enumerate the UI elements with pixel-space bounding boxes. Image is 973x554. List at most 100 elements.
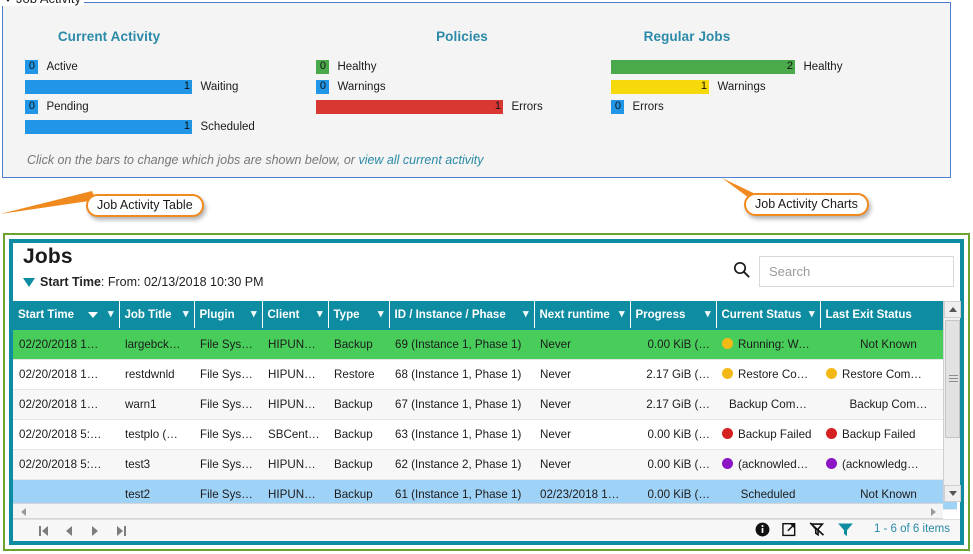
scroll-right-button[interactable] (927, 506, 939, 518)
bar-scheduled-value: 1 (183, 120, 190, 132)
table-header-row: Start Time ▾ Job Title ▾ Plugin ▾ Client ▾ T… (13, 301, 957, 330)
table-row[interactable]: 02/20/2018 5:… testplo (… File Sys… SBCent…… (13, 419, 957, 450)
triangle-down-icon (948, 491, 957, 496)
col-last-exit-status[interactable]: Last Exit Status▾ (820, 301, 957, 330)
col-progress[interactable]: Progress ▾ (630, 301, 717, 330)
scroll-left-button[interactable] (17, 506, 29, 518)
cell-start_time: 02/20/2018 5:… (13, 419, 119, 450)
cell-next_runtime: Never (534, 389, 630, 420)
col-id-instance-phase[interactable]: ID / Instance / Phase ▾ (389, 301, 535, 330)
col-next-runtime[interactable]: Next runtime ▾ (534, 301, 631, 330)
filter-funnel-icon[interactable] (837, 522, 854, 537)
sort-desc-icon (88, 311, 98, 318)
bar-regular-errors[interactable]: 0 (611, 100, 624, 114)
jobs-panel: Jobs Start Time: From: 02/13/2018 10:30 … (3, 233, 970, 551)
horizontal-scrollbar[interactable] (13, 503, 943, 519)
collapse-caret-icon[interactable] (3, 0, 13, 2)
bar-active-value: 0 (28, 60, 35, 72)
scrollbar-thumb[interactable] (945, 320, 960, 438)
scroll-up-button[interactable] (944, 301, 961, 318)
search-input[interactable] (759, 256, 954, 287)
bar-policies-errors[interactable]: 1 (316, 100, 503, 114)
chart-title-current-activity: Current Activity (57, 29, 161, 44)
bar-pending[interactable]: 0 (25, 100, 38, 114)
col-current-status[interactable]: Current Status ▾ (716, 301, 821, 330)
cell-current-status-label: Backup Com… (729, 397, 807, 411)
col-current-status-label: Current Status (721, 308, 802, 321)
callout-job-activity-table: Job Activity Table (86, 194, 204, 217)
bar-regular-warnings[interactable]: 1 (611, 80, 709, 94)
cell-last-exit-status-label: Backup Failed (842, 427, 916, 441)
chevron-down-icon[interactable]: ▾ (250, 308, 257, 320)
cell-start_time: 02/20/2018 1… (13, 359, 119, 390)
chevron-down-icon[interactable]: ▾ (182, 308, 189, 320)
table-row[interactable]: 02/20/2018 1… restdwnld File Sys… HIPUN… Res… (13, 359, 957, 390)
previous-page-button[interactable] (61, 523, 77, 539)
bar-policies-healthy[interactable]: 0 (316, 60, 329, 74)
scroll-down-button[interactable] (944, 485, 961, 502)
bar-row-policies-warnings: 0 Warnings (316, 80, 608, 94)
job-activity-panel: Job Activity Current Activity 0 Active 1… (1, 0, 951, 178)
status-dot-icon (722, 367, 733, 379)
clear-sort-icon[interactable] (809, 522, 825, 537)
bar-pending-value: 0 (28, 100, 35, 112)
view-all-current-activity-link[interactable]: view all current activity (358, 153, 484, 167)
col-job-title[interactable]: Job Title ▾ (119, 301, 195, 330)
chevron-down-icon[interactable]: ▾ (704, 308, 711, 320)
previous-page-icon (66, 526, 72, 536)
next-page-button[interactable] (87, 523, 103, 539)
callout-table-label: Job Activity Table (97, 198, 193, 212)
bar-waiting[interactable]: 1 (25, 80, 192, 94)
active-filter[interactable]: Start Time: From: 02/13/2018 10:30 PM (23, 275, 264, 289)
search-icon[interactable] (733, 261, 750, 283)
cell-job_title: test3 (119, 449, 194, 480)
bar-scheduled[interactable]: 1 (25, 120, 192, 134)
cell-progress: 2.17 GiB (… (630, 389, 716, 420)
col-type[interactable]: Type ▾ (328, 301, 390, 330)
bar-policies-healthy-label: Healthy (337, 61, 377, 73)
chevron-down-icon[interactable]: ▾ (808, 308, 815, 320)
job-activity-caption[interactable]: Job Activity (1, 0, 85, 6)
col-job-title-label: Job Title (124, 308, 172, 321)
bar-row-waiting: 1 Waiting (25, 80, 315, 94)
vertical-scrollbar[interactable] (943, 301, 961, 502)
chevron-down-icon[interactable]: ▾ (522, 308, 529, 320)
cell-type: Backup (328, 389, 389, 420)
cell-id_phase: 68 (Instance 1, Phase 1) (389, 359, 534, 390)
pager-bar: 1 - 6 of 6 items (13, 519, 960, 541)
first-page-icon (41, 526, 48, 536)
table-row[interactable]: 02/20/2018 5:… test3 File Sys… HIPUN… Backup… (13, 449, 957, 480)
bar-policies-warnings[interactable]: 0 (316, 80, 329, 94)
chart-title-policies: Policies (436, 29, 488, 44)
table-row[interactable]: 02/20/2018 1… warn1 File Sys… HIPUN… Backup 6… (13, 389, 957, 420)
col-plugin-label: Plugin (199, 308, 235, 321)
triangle-left-icon (20, 508, 26, 516)
bar-scheduled-label: Scheduled (200, 121, 255, 133)
chevron-down-icon[interactable]: ▾ (107, 308, 114, 320)
bar-policies-errors-value: 1 (494, 100, 501, 112)
col-start-time[interactable]: Start Time ▾ (13, 301, 120, 330)
col-plugin[interactable]: Plugin ▾ (194, 301, 263, 330)
first-page-button[interactable] (35, 523, 51, 539)
chart-current-activity: Current Activity 0 Active 1 Waiting 0 (25, 29, 315, 140)
cell-type: Backup (328, 329, 389, 360)
last-page-button[interactable] (113, 523, 129, 539)
footer-icon-group (755, 522, 854, 537)
col-last-exit-status-label: Last Exit Status (825, 308, 912, 321)
chevron-down-icon[interactable]: ▾ (377, 308, 384, 320)
jobs-table: Start Time ▾ Job Title ▾ Plugin ▾ Client ▾ T… (13, 301, 957, 510)
cell-current-status-label: (acknowledg… (738, 457, 815, 471)
chevron-down-icon[interactable]: ▾ (618, 308, 625, 320)
col-id-instance-phase-label: ID / Instance / Phase (394, 308, 506, 321)
cell-job_title: restdwnld (119, 359, 194, 390)
bar-regular-healthy[interactable]: 2 (611, 60, 795, 74)
chevron-down-icon[interactable]: ▾ (316, 308, 323, 320)
bar-active[interactable]: 0 (25, 60, 38, 74)
cell-client: SBCent… (262, 419, 328, 450)
bar-glyph (38, 526, 41, 536)
open-external-icon[interactable] (782, 522, 797, 537)
info-icon[interactable] (755, 522, 770, 537)
col-client[interactable]: Client ▾ (262, 301, 329, 330)
table-row[interactable]: 02/20/2018 1… largebck… File Sys… HIPUN… Bac… (13, 329, 957, 360)
chart-policies: Policies 0 Healthy 0 Warnings 1 (316, 29, 608, 120)
